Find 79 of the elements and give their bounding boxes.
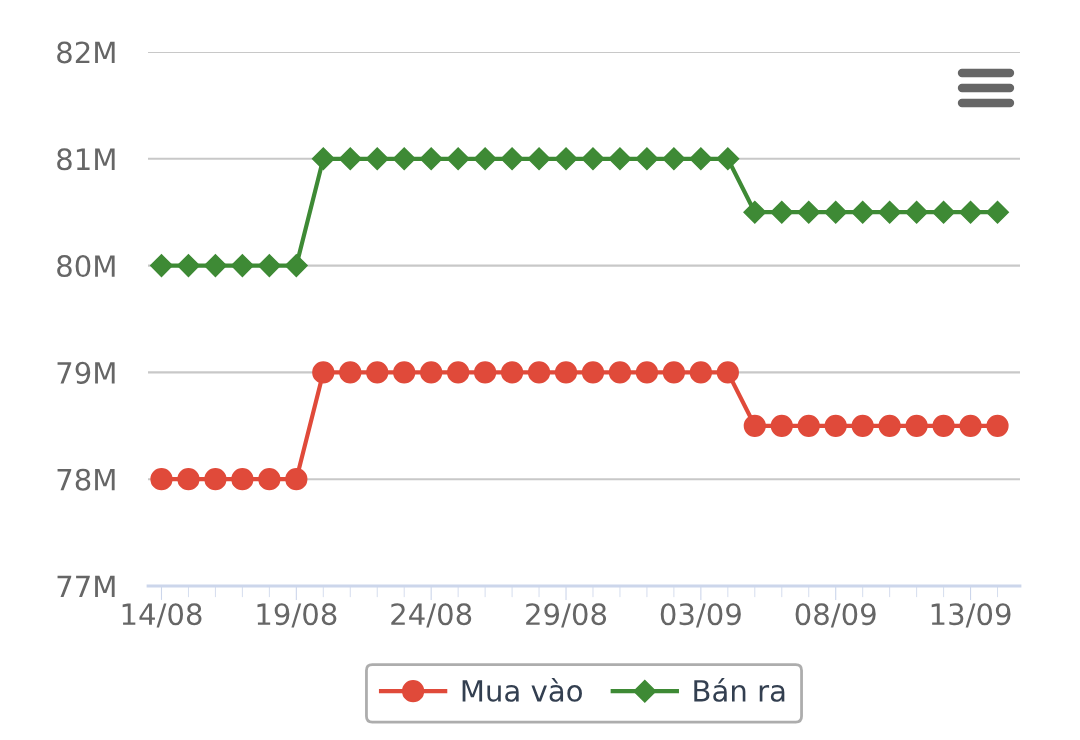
y-tick-label: 77M bbox=[57, 575, 115, 598]
point bbox=[635, 361, 659, 384]
point bbox=[797, 414, 820, 437]
point bbox=[581, 147, 605, 171]
point bbox=[230, 254, 254, 278]
point bbox=[338, 147, 362, 171]
point bbox=[716, 147, 740, 171]
point bbox=[905, 200, 929, 224]
point bbox=[150, 468, 173, 491]
point bbox=[284, 254, 308, 278]
y-tick-label: 79M bbox=[57, 361, 115, 384]
point bbox=[581, 361, 605, 384]
point bbox=[231, 468, 254, 491]
point bbox=[608, 361, 632, 384]
point bbox=[473, 147, 497, 171]
point bbox=[743, 200, 767, 224]
x-tick-label: 24/08 bbox=[391, 603, 472, 628]
point bbox=[446, 147, 470, 171]
x-tick-label: 29/08 bbox=[526, 603, 607, 628]
x-tick-label: 13/09 bbox=[931, 603, 1011, 628]
point bbox=[716, 361, 739, 384]
y-tick-label: 82M bbox=[57, 41, 115, 64]
point bbox=[878, 200, 902, 224]
point bbox=[554, 361, 578, 384]
point bbox=[203, 254, 227, 278]
x-tick-label: 19/08 bbox=[257, 603, 337, 628]
point bbox=[149, 254, 173, 278]
point bbox=[258, 468, 281, 491]
x-tick-label: 08/09 bbox=[795, 603, 876, 628]
point bbox=[554, 147, 578, 171]
point bbox=[312, 361, 335, 384]
point bbox=[177, 468, 200, 491]
point bbox=[500, 361, 524, 384]
point bbox=[689, 147, 713, 171]
point bbox=[743, 414, 766, 437]
point bbox=[366, 361, 389, 384]
point bbox=[824, 414, 847, 437]
point bbox=[770, 200, 794, 224]
point bbox=[986, 414, 1009, 437]
point bbox=[474, 361, 497, 384]
point bbox=[285, 468, 308, 491]
point bbox=[986, 200, 1010, 224]
point bbox=[176, 254, 200, 278]
point bbox=[339, 361, 362, 384]
point bbox=[959, 414, 982, 437]
point bbox=[797, 200, 821, 224]
point bbox=[392, 147, 416, 171]
point bbox=[419, 147, 443, 171]
legend-label: Bán ra bbox=[694, 678, 785, 702]
x-tick-label: 14/08 bbox=[122, 603, 202, 628]
point bbox=[365, 147, 389, 171]
point bbox=[932, 414, 955, 437]
point bbox=[932, 200, 956, 224]
y-tick-label: 80M bbox=[57, 255, 115, 278]
point bbox=[770, 414, 793, 437]
point bbox=[527, 361, 551, 384]
point bbox=[662, 147, 686, 171]
point bbox=[959, 200, 983, 224]
point bbox=[824, 200, 848, 224]
point bbox=[851, 414, 874, 437]
point bbox=[527, 147, 551, 171]
point bbox=[689, 361, 712, 384]
point bbox=[608, 147, 632, 171]
point bbox=[500, 147, 524, 171]
point bbox=[635, 147, 659, 171]
x-tick-label: 03/09 bbox=[660, 603, 741, 628]
y-tick-label: 78M bbox=[57, 468, 115, 491]
point bbox=[447, 361, 470, 384]
point bbox=[420, 361, 443, 384]
point bbox=[662, 361, 686, 384]
y-tick-label: 81M bbox=[57, 148, 115, 171]
point bbox=[393, 361, 416, 384]
point bbox=[204, 468, 227, 491]
point bbox=[851, 200, 875, 224]
point bbox=[311, 147, 335, 171]
point bbox=[878, 414, 901, 437]
legend-label: Mua vào bbox=[462, 678, 582, 702]
point bbox=[257, 254, 281, 278]
point bbox=[905, 414, 928, 437]
